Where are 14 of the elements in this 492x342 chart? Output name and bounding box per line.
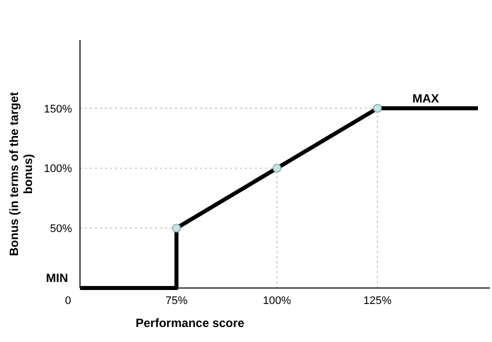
x-tick-label: 100%	[262, 295, 292, 307]
annotation: MAX	[412, 91, 440, 106]
x-tick-label: 125%	[363, 295, 392, 307]
point	[272, 164, 282, 173]
x-axis-title: Performance score	[136, 316, 245, 330]
y-tick-label: 100%	[44, 163, 72, 176]
point	[172, 224, 181, 232]
annotation: MIN	[46, 271, 68, 285]
y-tick-label: 150%	[44, 103, 72, 116]
y-tick-label: 50%	[50, 223, 72, 236]
x-tick-label: 75%	[165, 295, 188, 307]
text: 0	[64, 295, 72, 307]
point	[373, 104, 382, 113]
y-axis-title: Bonus (in terms of the target bonus)	[7, 92, 35, 256]
